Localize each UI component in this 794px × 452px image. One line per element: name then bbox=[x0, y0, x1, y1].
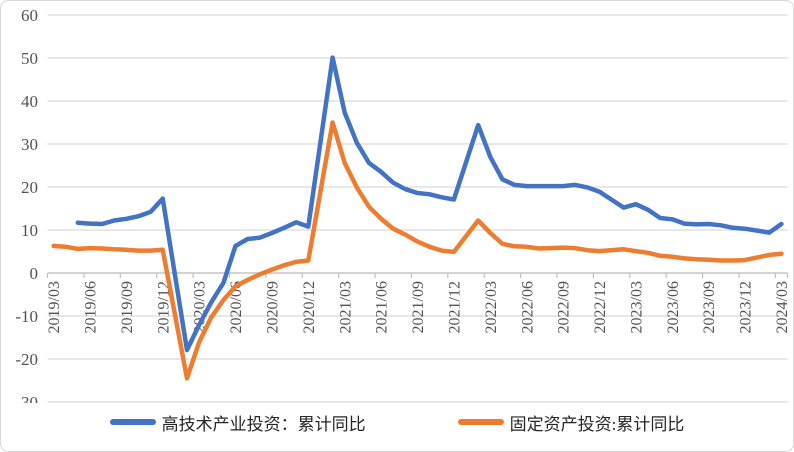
chart-legend: 高技术产业投资：累计同比 固定资产投资:累计同比 bbox=[1, 404, 793, 440]
svg-text:40: 40 bbox=[21, 92, 38, 111]
svg-text:2021/12: 2021/12 bbox=[446, 281, 463, 333]
svg-text:2022/06: 2022/06 bbox=[519, 281, 536, 333]
svg-text:2023/06: 2023/06 bbox=[665, 281, 682, 333]
svg-text:0: 0 bbox=[30, 264, 39, 283]
series-line-hightech-investment bbox=[75, 55, 784, 353]
svg-text:2019/09: 2019/09 bbox=[119, 281, 136, 333]
svg-text:2020/09: 2020/09 bbox=[265, 281, 282, 333]
legend-label-hightech-investment: 高技术产业投资：累计同比 bbox=[161, 414, 366, 434]
svg-text:30: 30 bbox=[21, 135, 38, 154]
legend-item-hightech-investment[interactable]: 高技术产业投资：累计同比 bbox=[109, 410, 366, 435]
svg-text:2022/03: 2022/03 bbox=[483, 281, 500, 333]
svg-text:2022/09: 2022/09 bbox=[556, 281, 573, 333]
svg-text:2023/03: 2023/03 bbox=[628, 281, 645, 333]
legend-item-fixed-asset-investment[interactable]: 固定资产投资:累计同比 bbox=[457, 410, 685, 435]
legend-label-fixed-asset-investment: 固定资产投资:累计同比 bbox=[509, 414, 685, 434]
svg-text:2020/06: 2020/06 bbox=[228, 281, 245, 333]
svg-text:2023/09: 2023/09 bbox=[701, 281, 718, 333]
svg-text:-20: -20 bbox=[15, 350, 38, 369]
svg-text:2021/03: 2021/03 bbox=[337, 281, 354, 333]
svg-text:2020/12: 2020/12 bbox=[301, 281, 318, 333]
svg-text:2023/12: 2023/12 bbox=[738, 281, 755, 333]
gridlines bbox=[47, 14, 788, 403]
svg-text:10: 10 bbox=[21, 221, 38, 240]
y-axis-labels: 60 50 40 30 20 10 0 -10 -20 -30 bbox=[15, 6, 38, 403]
svg-text:50: 50 bbox=[21, 49, 38, 68]
legend-line-swatch-blue bbox=[109, 419, 156, 425]
svg-text:2019/06: 2019/06 bbox=[83, 281, 100, 333]
svg-text:20: 20 bbox=[21, 178, 38, 197]
legend-line-swatch-orange bbox=[457, 419, 504, 425]
svg-text:2021/09: 2021/09 bbox=[410, 281, 427, 333]
svg-text:2024/03: 2024/03 bbox=[774, 281, 791, 333]
x-axis-labels: 2019/03 2019/06 2019/09 2019/12 2020/03 2020/… bbox=[46, 281, 791, 333]
svg-text:2020/03: 2020/03 bbox=[192, 281, 209, 333]
series-line-fixed-asset-investment bbox=[51, 120, 784, 381]
svg-text:2019/12: 2019/12 bbox=[155, 281, 172, 333]
svg-text:2019/03: 2019/03 bbox=[46, 281, 63, 333]
svg-text:-10: -10 bbox=[15, 307, 38, 326]
svg-text:-30: -30 bbox=[15, 393, 38, 403]
svg-text:2022/12: 2022/12 bbox=[592, 281, 609, 333]
x-axis bbox=[46, 272, 789, 278]
svg-text:60: 60 bbox=[21, 6, 38, 25]
svg-text:2021/06: 2021/06 bbox=[374, 281, 391, 333]
